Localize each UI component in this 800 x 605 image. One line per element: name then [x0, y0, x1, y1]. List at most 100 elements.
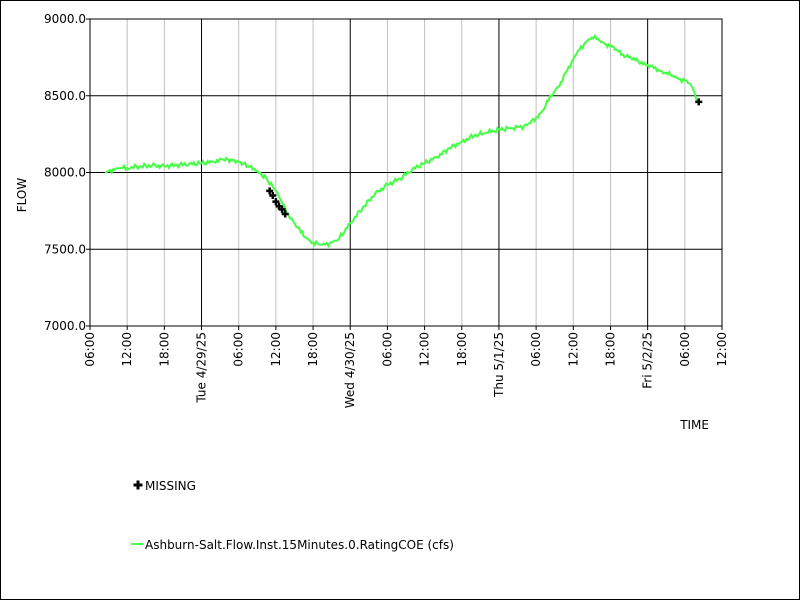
y-tick-label: 7500.0	[44, 242, 86, 256]
series-point	[498, 128, 500, 131]
series-point	[222, 158, 224, 161]
series-point	[529, 122, 531, 124]
x-tick-label: 06:00	[529, 332, 543, 367]
series-line-0	[105, 33, 700, 249]
series-point	[188, 163, 190, 165]
y-tick-label: 8500.0	[44, 89, 86, 103]
series-point	[671, 75, 674, 77]
missing-marker	[278, 205, 286, 213]
series-point	[107, 170, 110, 172]
missing-marker	[272, 198, 280, 206]
series-point	[386, 184, 389, 186]
series-point	[560, 81, 562, 83]
x-tick-label: 12:00	[418, 332, 432, 367]
missing-marker	[695, 98, 703, 106]
series-point	[622, 53, 624, 55]
series-point	[647, 64, 649, 66]
x-tick-label: 06:00	[232, 332, 246, 367]
series-point	[634, 59, 636, 62]
series-point	[374, 193, 376, 195]
series-point	[578, 49, 581, 51]
series-point	[238, 161, 240, 163]
series-point	[616, 49, 618, 51]
series-point	[678, 78, 680, 80]
series-point	[337, 239, 339, 241]
y-axis-title: FLOW	[15, 178, 29, 213]
series-point	[163, 165, 165, 167]
series-point	[684, 79, 686, 81]
x-tick-label: 06:00	[83, 332, 97, 367]
missing-marker	[269, 192, 277, 200]
series-point	[318, 244, 320, 246]
missing-marker-icon	[133, 480, 143, 490]
major-grid	[90, 19, 722, 326]
series-point	[247, 165, 249, 167]
y-tick-label: 8000.0	[44, 166, 86, 180]
series-point	[324, 244, 327, 246]
series-point	[423, 162, 426, 164]
series-point	[609, 46, 612, 48]
series-point	[665, 72, 667, 74]
x-axis-ticks: 06:00 12:00 18:00 Tue 4/29/25 06:00 12:00 18:0…	[83, 326, 729, 408]
series-point	[659, 70, 661, 72]
legend-label-series: Ashburn-Salt.Flow.Inst.15Minutes.0.Ratin…	[145, 538, 454, 552]
series-point	[312, 241, 314, 243]
series-point	[640, 61, 643, 63]
series-point	[585, 41, 587, 43]
series-point	[510, 127, 512, 129]
missing-marker	[266, 187, 274, 195]
x-tick-label: 12:00	[566, 332, 580, 367]
x-tick-label: 06:00	[678, 332, 692, 367]
x-tick-label: 18:00	[455, 332, 469, 367]
x-tick-label: Wed 4/30/25	[343, 332, 357, 408]
series-point	[120, 167, 122, 169]
series-point	[231, 159, 234, 161]
missing-layer	[266, 98, 703, 218]
x-tick-label: Fri 5/2/25	[641, 332, 655, 389]
legend: MISSING Ashburn-Salt.Flow.Inst.15Minutes…	[131, 479, 454, 552]
series-point	[200, 162, 203, 164]
series-point	[411, 168, 413, 171]
x-tick-label: 12:00	[269, 332, 283, 367]
x-tick-label: Thu 5/1/25	[492, 332, 506, 398]
y-tick-label: 7000.0	[44, 319, 86, 333]
series-point	[473, 135, 475, 137]
series-point	[331, 241, 333, 243]
legend-label-missing: MISSING	[145, 479, 196, 493]
legend-item-series: Ashburn-Salt.Flow.Inst.15Minutes.0.Ratin…	[131, 538, 454, 552]
series-point	[114, 168, 116, 171]
x-tick-label: 12:00	[120, 332, 134, 367]
series-point	[213, 161, 215, 163]
legend-item-missing: MISSING	[133, 479, 196, 493]
series-point	[554, 90, 556, 92]
series-point	[461, 141, 463, 143]
series-point	[300, 231, 302, 233]
series-point	[628, 56, 630, 58]
series-point	[275, 190, 277, 192]
y-axis-ticks: 7000.0 7500.0 8000.0 8500.0 9000.0	[44, 12, 90, 333]
series-point	[535, 116, 537, 118]
series-point	[349, 222, 351, 224]
series-point	[653, 67, 655, 69]
x-tick-label: 18:00	[603, 332, 617, 367]
missing-marker	[281, 210, 289, 218]
series-point	[126, 167, 128, 169]
series-point	[448, 147, 450, 149]
series-point	[104, 171, 107, 174]
series-point	[436, 156, 438, 158]
series-point	[256, 170, 258, 172]
series-point	[362, 207, 364, 209]
x-tick-label: Tue 4/29/25	[195, 332, 209, 404]
x-tick-label: 12:00	[715, 332, 729, 367]
series-point	[572, 58, 574, 60]
series-point	[151, 164, 153, 167]
series-point	[176, 164, 178, 166]
x-axis-title: TIME	[679, 418, 709, 432]
series-point	[597, 38, 599, 40]
series-layer	[104, 33, 700, 249]
series-point	[690, 84, 692, 86]
x-tick-label: 18:00	[157, 332, 171, 367]
series-point	[138, 165, 141, 167]
